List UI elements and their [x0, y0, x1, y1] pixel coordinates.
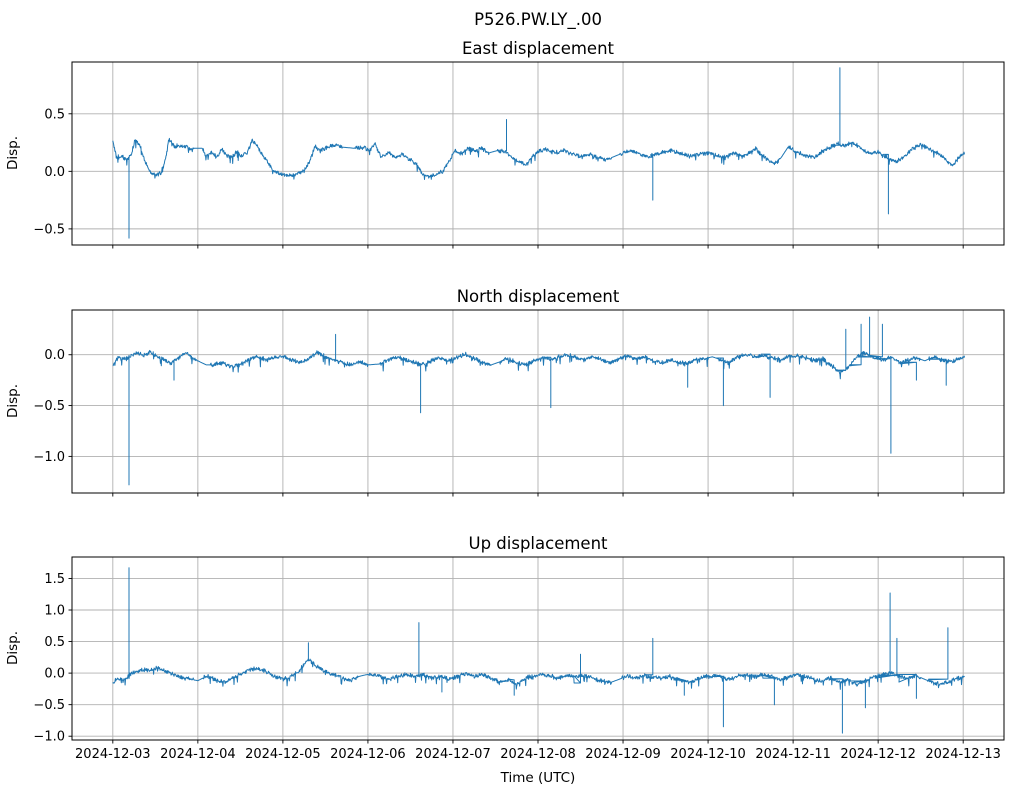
y-tick-label: −1.0 — [33, 450, 65, 465]
x-tick-label: 2024-12-05 — [245, 747, 321, 762]
x-tick-label: 2024-12-07 — [415, 747, 491, 762]
y-axis-label-north: Disp. — [5, 384, 21, 418]
y-tick-label: 0.5 — [44, 107, 65, 122]
x-tick-label: 2024-12-13 — [925, 747, 1001, 762]
x-tick-label: 2024-12-06 — [330, 747, 406, 762]
y-axis-label-east: Disp. — [5, 136, 21, 170]
y-tick-label: 0.0 — [44, 165, 65, 180]
subplot-2: −1.0 −0.5 0.0 0.5 1.0 1.5 2024-12-03 2024-12-04… — [33, 556, 1005, 762]
y-tick-label: 1.5 — [44, 572, 65, 587]
subplot-title-east: East displacement — [462, 39, 615, 58]
x-tick-label: 2024-12-08 — [500, 747, 576, 762]
series-line-north — [112, 316, 965, 486]
y-axis-label-up: Disp. — [5, 631, 21, 665]
figure-title: P526.PW.LY_.00 — [474, 10, 602, 30]
subplot-1: −1.0 −0.5 0.0 — [33, 309, 1005, 497]
y-tick-label: 0.5 — [44, 635, 65, 650]
x-axis-label: Time (UTC) — [500, 770, 576, 786]
y-tick-label: 0.0 — [44, 667, 65, 682]
x-tick-label: 2024-12-12 — [840, 747, 916, 762]
y-tick-label: 0.0 — [44, 348, 65, 363]
x-tick-label: 2024-12-03 — [75, 747, 151, 762]
x-tick-label: 2024-12-10 — [670, 747, 746, 762]
y-tick-label: −0.5 — [33, 698, 65, 713]
subplot-title-up: Up displacement — [469, 534, 609, 553]
y-tick-label: −0.5 — [33, 222, 65, 237]
series-line-up — [112, 567, 965, 734]
y-tick-label: −0.5 — [33, 399, 65, 414]
x-tick-label: 2024-12-09 — [585, 747, 661, 762]
y-tick-label: 1.0 — [44, 604, 65, 619]
x-tick-label: 2024-12-11 — [755, 747, 831, 762]
subplot-title-north: North displacement — [457, 287, 620, 306]
x-tick-label: 2024-12-04 — [160, 747, 236, 762]
y-tick-label: −1.0 — [33, 730, 65, 745]
subplot-0: −0.5 0.0 0.5 — [33, 61, 1005, 249]
series-line-east — [112, 67, 965, 239]
